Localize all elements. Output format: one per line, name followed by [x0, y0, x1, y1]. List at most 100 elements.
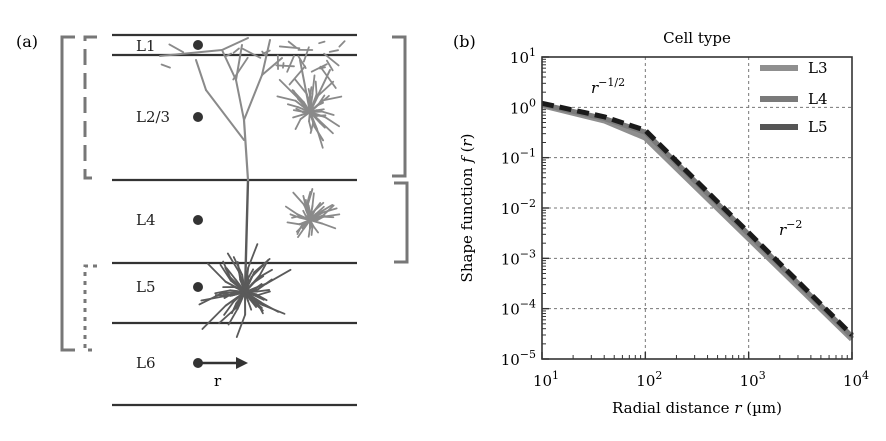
series-line-l5: [541, 100, 854, 337]
dendrite-segment: [311, 74, 316, 95]
dendrite-segment: [214, 289, 232, 295]
dendrite-segment: [235, 79, 245, 121]
dendrite-segment: [244, 291, 257, 302]
dendrite-segment: [242, 118, 250, 182]
y-tick-label: 100: [510, 96, 536, 117]
soma-dots: [193, 40, 203, 368]
dendrite-segment: [232, 47, 240, 54]
soma-dot-l5: [193, 282, 203, 292]
dendrite-segment: [292, 113, 303, 119]
dendrite-segment: [294, 99, 311, 113]
plot-area: [542, 57, 852, 359]
layer-label-l4: L4: [136, 211, 156, 229]
dendrite-segment: [250, 264, 265, 278]
dendrite-segment: [195, 59, 207, 91]
dendrite-segment: [222, 260, 232, 279]
dendrite-segment: [292, 191, 306, 207]
soma-dot-l23: [193, 112, 203, 122]
dendrite-segment: [322, 204, 335, 217]
dendrite-segment: [198, 292, 224, 306]
dendrite-segment: [232, 256, 243, 276]
dendrite-segment: [307, 227, 311, 238]
layer-label-l23: L2/3: [136, 108, 170, 126]
y-tick-label: 10−4: [501, 298, 536, 319]
dendrite-segment: [252, 299, 264, 307]
dendrite-segment: [262, 304, 286, 315]
dendrite-segment: [311, 192, 315, 207]
x-tick-label: 104: [843, 369, 869, 390]
soma-dot-l4: [193, 215, 203, 225]
dendrite-segment: [262, 49, 271, 55]
pyramidal-neuron-morphology: [159, 37, 346, 338]
dendrite-segment: [286, 103, 299, 109]
dendrite-segment: [313, 201, 325, 212]
dendrite-segment: [258, 259, 269, 277]
layer-label-l5: L5: [136, 278, 156, 296]
y-tick-label: 10−2: [501, 197, 536, 218]
dendrite-segment: [301, 224, 307, 230]
dendrite-segment: [284, 205, 299, 216]
dendrite-segment: [256, 289, 271, 293]
dendrite-segment: [314, 211, 321, 216]
annotation-r-minus-half: r−1/2: [591, 76, 625, 97]
gridlines: [542, 57, 852, 359]
dendrite-segment: [286, 55, 295, 73]
legend-label-l3: L3: [808, 59, 828, 77]
y-tick-labels: 10−5 10−4 10−3 10−2 10−1 100 101: [501, 46, 536, 369]
bracket-outer-left: [60, 35, 75, 352]
dendrite-segment: [317, 80, 335, 97]
dendrite-segment: [234, 291, 246, 310]
x-tick-label: 101: [533, 369, 559, 390]
x-tick-label: 103: [740, 369, 766, 390]
dendrite-segment: [221, 291, 246, 295]
dendrite-segment: [253, 294, 265, 301]
dendrite-segment: [293, 78, 309, 96]
x-tick-label: 102: [636, 369, 662, 390]
dendrite-segment: [292, 109, 303, 113]
dendrite-segment: [312, 225, 319, 234]
panel-b-chart: (b) Cell type 10−5 10−4 10−3 10−2 10−1 100 101…: [453, 29, 869, 417]
series-lines: [541, 100, 855, 342]
dendrite-segment: [321, 207, 338, 214]
dendrite-segment: [278, 45, 301, 50]
dendrite-segment: [302, 209, 307, 217]
dendrite-segment: [221, 37, 249, 51]
dendrite-segment: [307, 211, 311, 221]
dendrite-segment: [221, 49, 237, 81]
x-axis-label: Radial distance r (µm): [612, 399, 782, 417]
dendrite-segment: [244, 288, 260, 293]
y-tick-label: 10−5: [501, 348, 536, 369]
dendrite-segment: [321, 204, 334, 212]
dendrite-segment: [309, 219, 324, 225]
dendrite-segment: [302, 203, 310, 214]
bracket-l5-dotted: [83, 264, 97, 352]
dendrite-segment: [323, 52, 340, 67]
dendrite-segment: [201, 304, 227, 330]
dendrite-segment: [225, 267, 237, 281]
dendrite-segment: [309, 111, 316, 128]
dendrite-segment: [160, 63, 171, 69]
dendrite-segment: [243, 178, 250, 294]
panel-a-label: (a): [16, 32, 38, 51]
y-tick-label: 101: [510, 46, 536, 67]
brackets: [60, 35, 409, 352]
dendrite-segment: [319, 65, 337, 89]
y-axis-label: Shape function f (r): [458, 134, 476, 283]
plot-frame: [541, 56, 853, 360]
dendrite-segment: [247, 299, 253, 311]
dendrite-segment: [319, 122, 326, 129]
x-tick-labels: 101 102 103 104: [533, 369, 869, 390]
dendrite-segment: [321, 95, 343, 102]
dendrite-segment: [326, 59, 334, 72]
dendrite-segment: [219, 263, 232, 282]
dendrite-segment: [289, 213, 301, 219]
dendrite-segment: [318, 119, 334, 135]
dendrite-segment: [159, 49, 223, 57]
dendrite-segment: [275, 64, 295, 68]
radial-arrow: r: [198, 357, 248, 390]
dendrite-segment: [324, 116, 340, 128]
dendrite-segment: [227, 308, 239, 326]
dendrite-segment: [276, 95, 297, 102]
dendrite-segment: [246, 268, 255, 282]
dendrite-segment: [295, 224, 305, 233]
